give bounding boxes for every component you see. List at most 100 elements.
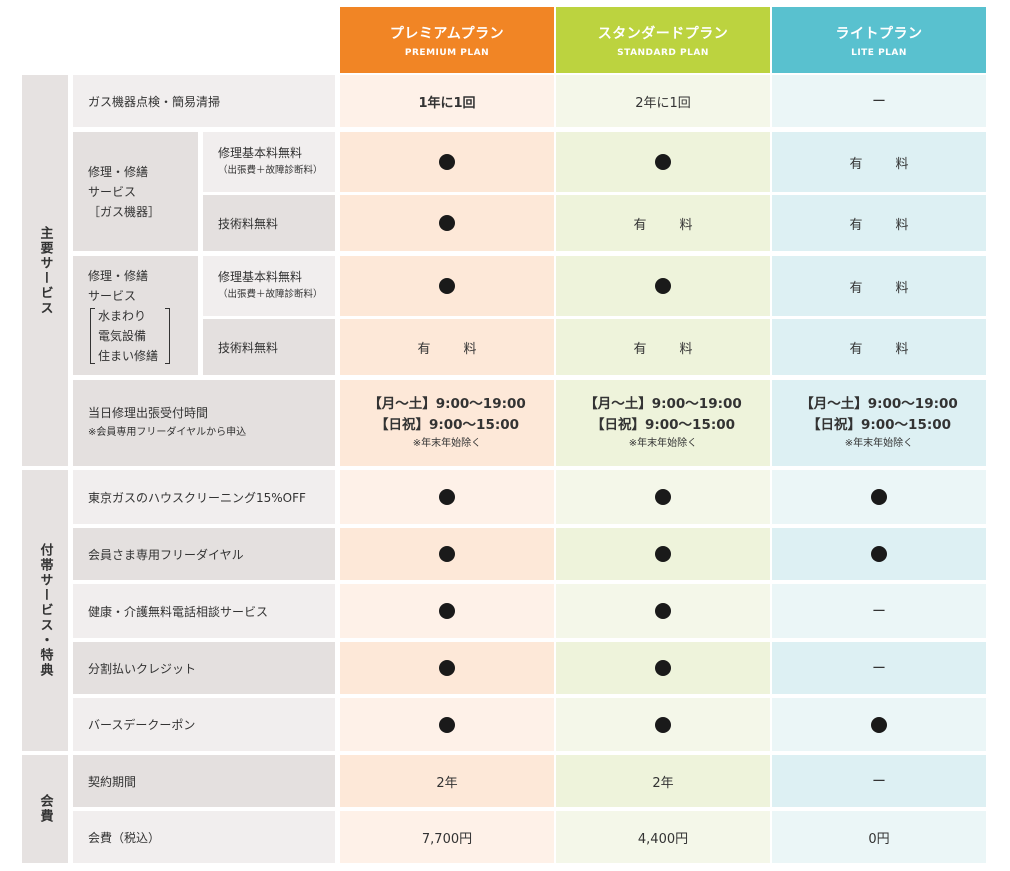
cell-lite-freedial: [772, 528, 986, 580]
cell-lite-gas-tech: 有 料: [772, 195, 986, 251]
label-subtext: （出張費＋故障診断料）: [218, 165, 323, 176]
label-text: 技術料無料: [218, 340, 279, 355]
plan-name-en: STANDARD PLAN: [617, 47, 709, 58]
included-dot-icon: [871, 489, 887, 505]
label-text: 健康・介護無料電話相談サービス: [88, 604, 269, 619]
group-label-gas-repair: 修理・修繕 サービス ［ガス機器］: [73, 132, 198, 251]
cell-standard-gas-basic: [556, 132, 770, 192]
hours-holiday: 【日祝】9:00～15:00: [806, 417, 952, 433]
label-subtext: （出張費＋故障診断料）: [218, 289, 323, 300]
cell-premium-freedial: [340, 528, 554, 580]
cell-premium-inspection: 1年に1回: [340, 75, 554, 127]
plan-header-premium: プレミアムプラン PREMIUM PLAN: [340, 7, 554, 73]
included-dot-icon: [655, 489, 671, 505]
group-line: 修理・修繕: [88, 268, 149, 283]
hours-note: ※年末年始除く: [844, 438, 914, 449]
label-text: 契約期間: [88, 774, 137, 789]
label-text: 技術料無料: [218, 216, 279, 231]
cell-premium-gas-tech: [340, 195, 554, 251]
included-dot-icon: [655, 278, 671, 294]
category-fee: 会費: [22, 755, 68, 863]
row-label-cleaning: 東京ガスのハウスクリーニング15%OFF: [73, 470, 335, 524]
hours-weekday: 【月～土】9:00～19:00: [368, 396, 526, 412]
cell-premium-home-basic: [340, 256, 554, 316]
group-item: 水まわり: [98, 308, 147, 323]
plan-header-standard: スタンダードプラン STANDARD PLAN: [556, 7, 770, 73]
group-line: サービス: [88, 288, 137, 303]
hours-note: ※年末年始除く: [412, 438, 482, 449]
row-label-health: 健康・介護無料電話相談サービス: [73, 584, 335, 638]
hours-holiday: 【日祝】9:00～15:00: [374, 417, 520, 433]
included-dot-icon: [439, 215, 455, 231]
included-dot-icon: [655, 546, 671, 562]
cell-premium-period: 2年: [340, 755, 554, 807]
hours-note: ※年末年始除く: [628, 438, 698, 449]
category-label: 主要サービス: [37, 225, 53, 316]
category-label: 会費: [37, 794, 53, 824]
cell-standard-home-tech: 有 料: [556, 319, 770, 375]
cell-lite-sameday: 【月～土】9:00～19:00 【日祝】9:00～15:00 ※年末年始除く: [772, 380, 986, 466]
row-label-credit: 分割払いクレジット: [73, 642, 335, 694]
cell-lite-inspection: ー: [772, 75, 986, 127]
row-label-gas-tech: 技術料無料: [203, 195, 335, 251]
cell-lite-home-tech: 有 料: [772, 319, 986, 375]
cell-standard-freedial: [556, 528, 770, 580]
label-text: 会員さま専用フリーダイヤル: [88, 547, 244, 562]
label-text: 当日修理出張受付時間: [88, 406, 209, 420]
cell-standard-cleaning: [556, 470, 770, 524]
cell-standard-credit: [556, 642, 770, 694]
label-text: 東京ガスのハウスクリーニング15%OFF: [88, 490, 306, 505]
hours-weekday: 【月～土】9:00～19:00: [584, 396, 742, 412]
plan-header-lite: ライトプラン LITE PLAN: [772, 7, 986, 73]
hours-holiday: 【日祝】9:00～15:00: [590, 417, 736, 433]
group-item: 住まい修繕: [98, 348, 159, 363]
included-dot-icon: [655, 603, 671, 619]
included-dot-icon: [871, 716, 887, 733]
row-label-inspection: ガス機器点検・簡易清掃: [73, 75, 335, 127]
included-dot-icon: [439, 489, 455, 505]
cell-premium-gas-basic: [340, 132, 554, 192]
cell-standard-inspection: 2年に1回: [556, 75, 770, 127]
cell-lite-gas-basic: 有 料: [772, 132, 986, 192]
cell-premium-cleaning: [340, 470, 554, 524]
cell-premium-health: [340, 584, 554, 638]
label-text: 分割払いクレジット: [88, 661, 197, 676]
cell-lite-home-basic: 有 料: [772, 256, 986, 316]
group-line: サービス: [88, 184, 137, 199]
cell-standard-home-basic: [556, 256, 770, 316]
cell-standard-gas-tech: 有 料: [556, 195, 770, 251]
group-line: ［ガス機器］: [88, 204, 161, 219]
row-label-sameday: 当日修理出張受付時間 ※会員専用フリーダイヤルから申込: [73, 380, 335, 466]
cell-standard-sameday: 【月～土】9:00～19:00 【日祝】9:00～15:00 ※年末年始除く: [556, 380, 770, 466]
plan-name-en: LITE PLAN: [851, 47, 907, 58]
cell-premium-sameday: 【月～土】9:00～19:00 【日祝】9:00～15:00 ※年末年始除く: [340, 380, 554, 466]
cell-lite-coupon: [772, 698, 986, 751]
label-text: 会費（税込）: [88, 830, 161, 845]
row-label-price: 会費（税込）: [73, 811, 335, 863]
group-line: 修理・修繕: [88, 164, 149, 179]
cell-standard-period: 2年: [556, 755, 770, 807]
included-dot-icon: [439, 154, 455, 170]
category-label: 付帯サービス・特典: [37, 543, 53, 678]
group-bracket: 水まわり 電気設備 住まい修繕: [90, 306, 171, 366]
included-dot-icon: [655, 154, 671, 170]
included-dot-icon: [439, 660, 455, 676]
included-dot-icon: [439, 278, 455, 294]
cell-lite-price: 0円: [772, 811, 986, 863]
row-label-home-basic: 修理基本料無料 （出張費＋故障診断料）: [203, 256, 335, 316]
cell-lite-credit: ー: [772, 642, 986, 694]
label-text: 修理基本料無料: [218, 270, 303, 284]
category-extra-services: 付帯サービス・特典: [22, 470, 68, 751]
plan-name: プレミアムプラン: [389, 25, 505, 42]
included-dot-icon: [655, 660, 671, 676]
label-text: 修理基本料無料: [218, 146, 303, 160]
cell-premium-home-tech: 有 料: [340, 319, 554, 375]
included-dot-icon: [439, 603, 455, 619]
label-subtext: ※会員専用フリーダイヤルから申込: [88, 427, 247, 438]
row-label-coupon: バースデークーポン: [73, 698, 335, 751]
cell-standard-health: [556, 584, 770, 638]
cell-lite-health: ー: [772, 584, 986, 638]
included-dot-icon: [871, 546, 887, 562]
row-label-home-tech: 技術料無料: [203, 319, 335, 375]
cell-premium-coupon: [340, 698, 554, 751]
